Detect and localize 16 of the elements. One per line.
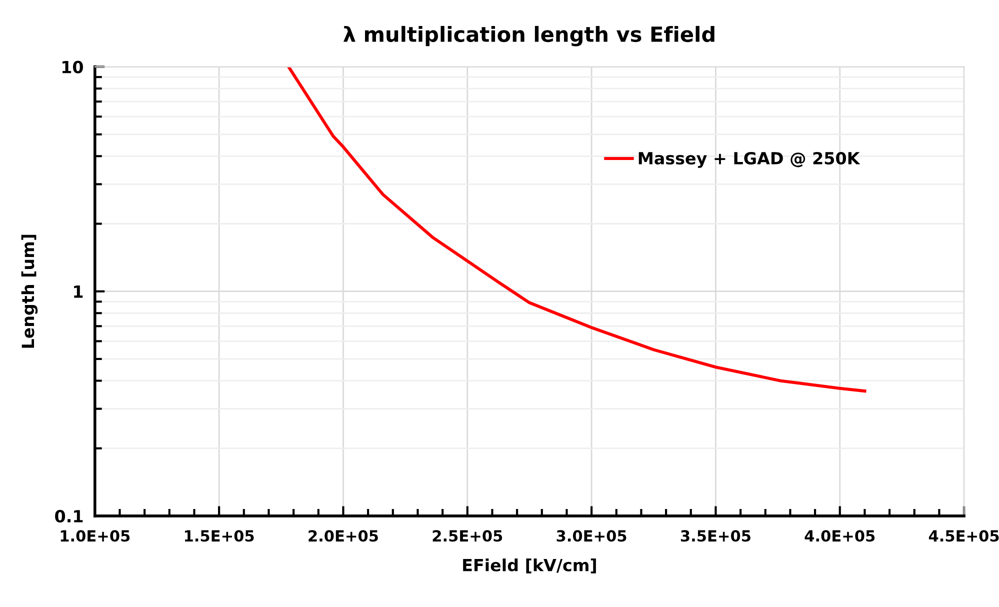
line-series xyxy=(287,66,866,393)
y-axis-title: Length [um] xyxy=(21,234,38,348)
x-tick-label: 4.0E+05 xyxy=(804,530,875,542)
y-tick-label: 1 xyxy=(74,286,83,298)
x-tick-label: 1.0E+05 xyxy=(60,530,130,542)
chart-title: λ multiplication length vs Efield xyxy=(343,26,714,46)
x-tick-label: 1.5E+05 xyxy=(185,530,254,542)
legend-label: Massey + LGAD @ 250K xyxy=(638,152,860,168)
x-tick-label: 2.0E+05 xyxy=(308,530,378,542)
x-tick-label: 3.0E+05 xyxy=(556,530,626,542)
x-tick-label: 2.5E+05 xyxy=(432,530,502,542)
x-tick-label: 3.5E+05 xyxy=(680,530,750,542)
x-axis-title: EField [kV/cm] xyxy=(463,558,596,574)
y-tick-label: 10 xyxy=(62,60,83,74)
x-tick-label: 4.5E+05 xyxy=(928,530,999,542)
y-tick-label: 0.1 xyxy=(55,510,83,523)
